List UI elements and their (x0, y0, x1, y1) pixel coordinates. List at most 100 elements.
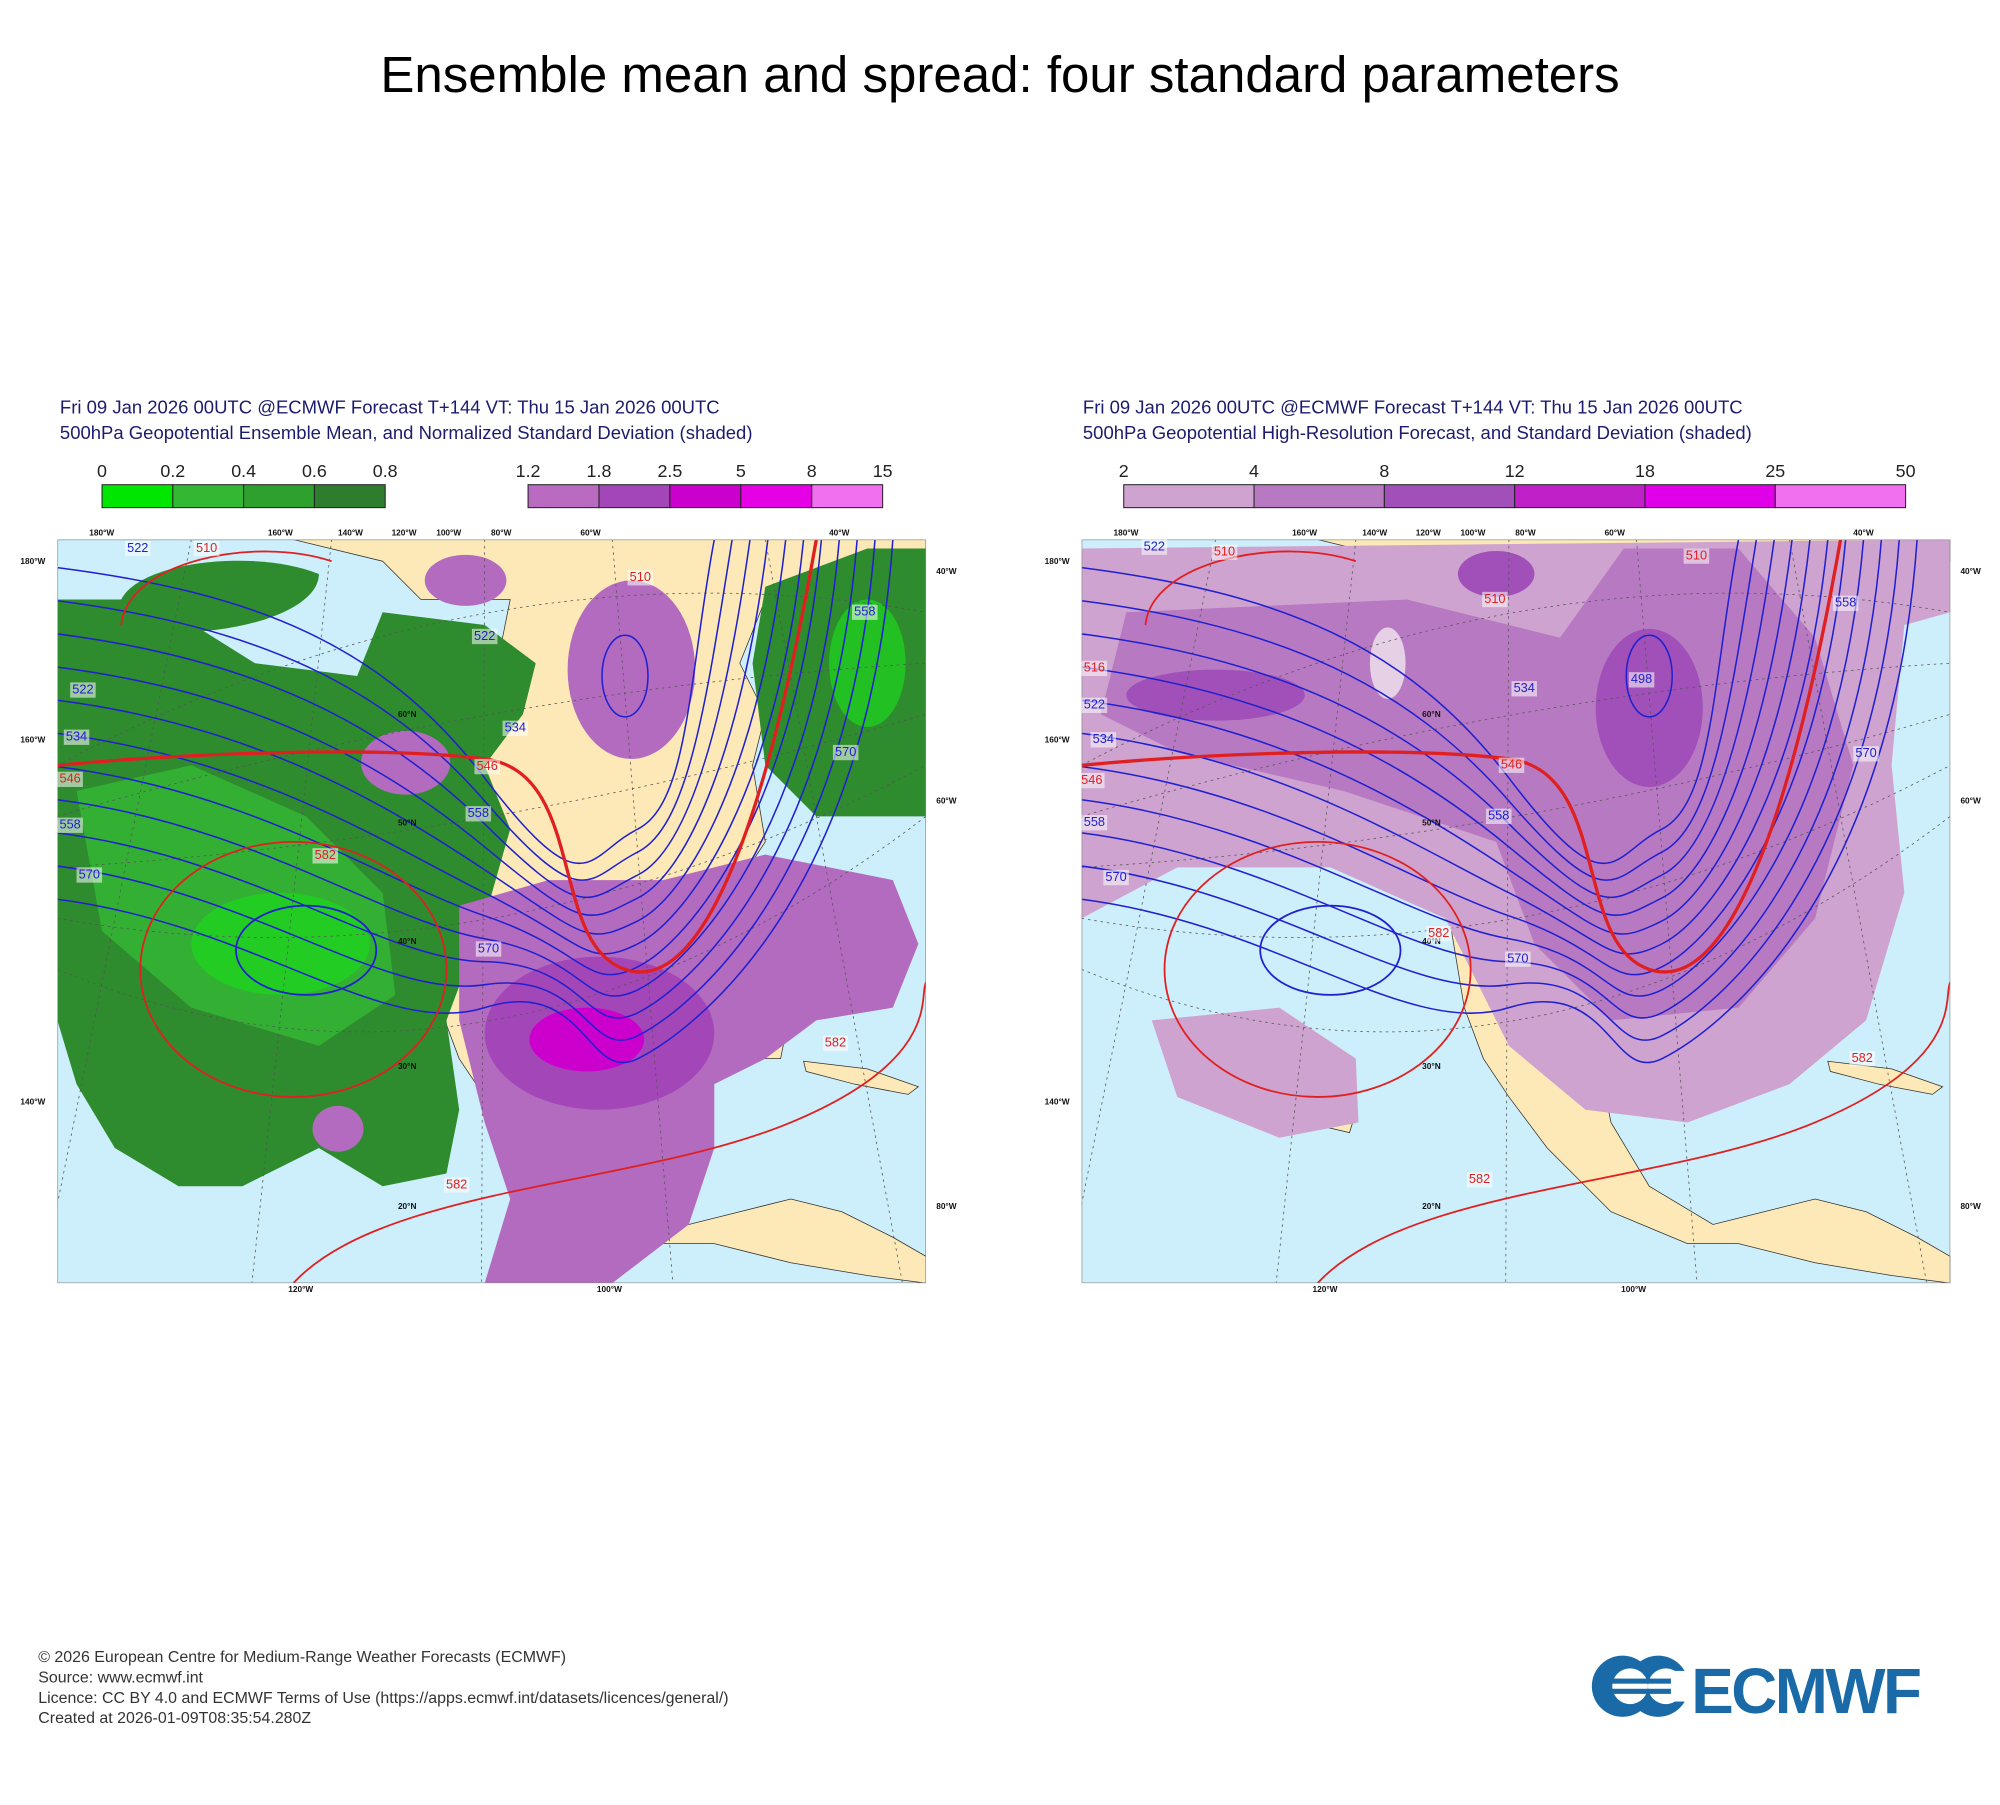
logo: ECMWF (1591, 1655, 1923, 1727)
colorbar-swatch (598, 484, 671, 509)
contour-label: 510 (1214, 544, 1235, 559)
contour (57, 539, 787, 935)
contour (1316, 981, 1951, 1284)
contour (292, 981, 927, 1284)
contour-label: 546 (1501, 757, 1522, 772)
contour-label: 534 (1514, 680, 1535, 695)
contour-label: 522 (474, 628, 495, 643)
colorbar-label: 0.4 (231, 461, 256, 481)
contour-label: 546 (477, 758, 498, 773)
grid-label: 120°W (1416, 528, 1441, 538)
grid-label: 100°W (597, 1284, 622, 1294)
contour (1081, 539, 1883, 1019)
colorbar-label: 50 (1896, 461, 1916, 481)
colorbar-swatch (1383, 484, 1516, 509)
grid-label: 30°N (398, 1061, 417, 1071)
grid-label: 80°W (1960, 1201, 1981, 1211)
contour (1081, 539, 1865, 997)
contour (57, 539, 894, 1064)
grid-label: 160°W (1292, 528, 1317, 538)
grid-label: 60°W (580, 528, 601, 538)
graticule (57, 662, 927, 817)
contour-label-bg (475, 941, 502, 957)
contour (1081, 539, 1918, 1064)
colorbar-swatch (1644, 484, 1776, 509)
colorbar-label: 0.2 (160, 461, 185, 481)
contour (57, 539, 818, 974)
colorbar-label: 1.8 (587, 461, 612, 481)
colorbar: 0 0.2 0.4 0.6 0.8 (97, 461, 398, 509)
colorbar-label: 4 (1249, 461, 1259, 481)
contour-label-bg (1081, 660, 1108, 677)
colorbar-swatch (1774, 484, 1907, 509)
grid-label: 140°W (1045, 1097, 1070, 1107)
contour-label: 522 (1144, 539, 1165, 554)
contour-label-bg (125, 540, 151, 557)
panel: Fri 09 Jan 2026 00UTC @ECMWF Forecast T+… (57, 396, 927, 1284)
grid-label: 140°W (338, 528, 363, 538)
contour (57, 539, 716, 865)
graticule (481, 539, 486, 1284)
footer: © 2026 European Centre for Medium-Range … (38, 1649, 728, 1727)
graticule (57, 713, 927, 868)
colorbar-label: 15 (873, 461, 893, 481)
contour-label-bg (193, 540, 220, 557)
contour (1081, 539, 1775, 899)
grid-label: 40°W (936, 566, 957, 576)
panel-header: 500hPa Geopotential Ensemble Mean, and N… (60, 422, 753, 443)
land (1827, 1060, 1944, 1095)
contour-label-bg (76, 867, 103, 883)
grid-label: 60°W (936, 796, 957, 806)
grid-label: 160°W (1045, 734, 1070, 744)
contour-label: 558 (1488, 808, 1509, 823)
colorbar-swatch (101, 484, 174, 509)
footer-line: Licence: CC BY 4.0 and ECMWF Terms of Us… (38, 1690, 728, 1707)
contour-label-bg (1211, 544, 1238, 560)
contour-label-bg (832, 744, 859, 761)
footer-line: © 2026 European Centre for Medium-Range … (38, 1649, 566, 1666)
contour-label: 582 (1852, 1050, 1873, 1065)
panel-header: Fri 09 Jan 2026 00UTC @ECMWF Forecast T+… (1083, 396, 1743, 417)
contour-label: 558 (1835, 595, 1856, 610)
contour-label-bg (1079, 772, 1105, 789)
contour-label: 570 (835, 744, 856, 759)
contour-label: 558 (60, 817, 81, 832)
contour-label: 558 (854, 604, 875, 619)
contour-label: 570 (79, 866, 100, 881)
contour-label: 570 (478, 940, 499, 955)
contour-label: 546 (60, 771, 81, 786)
colorbar-swatch (313, 484, 386, 509)
footer-line: Source: www.ecmwf.int (38, 1669, 203, 1686)
contour (1081, 539, 1843, 974)
grid-label: 100°W (1460, 528, 1485, 538)
contour-label-bg (822, 1035, 849, 1052)
contour-label-bg (852, 604, 878, 620)
contour (1081, 539, 1811, 935)
contour-label-bg (63, 729, 90, 745)
contour (1625, 634, 1673, 718)
contour (1163, 840, 1472, 1098)
grid-label: 80°W (1515, 528, 1536, 538)
contour (235, 904, 378, 996)
colorbar-swatch (172, 484, 245, 509)
contour (57, 539, 841, 997)
contour-label-bg (1628, 672, 1655, 688)
contour (1259, 904, 1402, 996)
contour-label: 522 (72, 681, 93, 696)
grid-label: 140°W (1362, 528, 1387, 538)
colorbar-label: 2.5 (657, 461, 682, 481)
colorbar: 2 4 8 12 18 25 50 (1119, 461, 1916, 509)
colorbar-swatch (740, 484, 813, 509)
graticule (1505, 539, 1510, 1284)
contour-label: 582 (315, 847, 336, 862)
grid-label: 60°N (1422, 709, 1441, 719)
logo-text: ECMWF (1691, 1655, 1920, 1727)
colorbar-label: 25 (1765, 461, 1785, 481)
colorbar-swatch (811, 484, 884, 509)
contour-label: 570 (1855, 745, 1876, 760)
contour-label: 510 (1484, 591, 1505, 606)
colorbar-label: 0 (97, 461, 107, 481)
colorbar-label: 0.8 (373, 461, 398, 481)
contour-label-bg (1505, 951, 1531, 967)
